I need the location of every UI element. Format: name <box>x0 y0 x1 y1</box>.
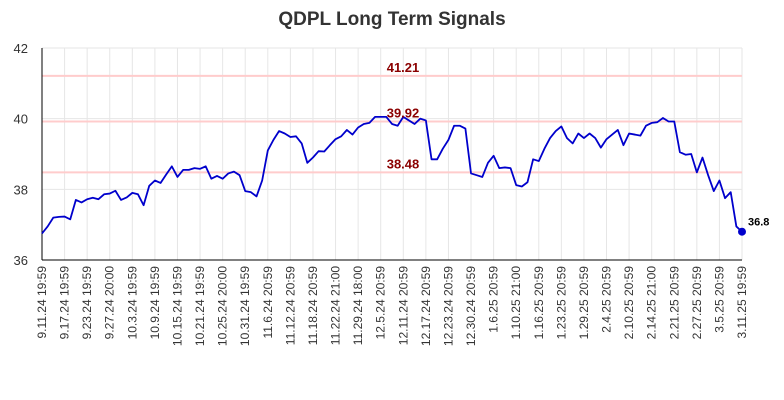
level-lines <box>42 74 742 174</box>
x-tick-label: 2.27.25 20:59 <box>690 266 704 340</box>
x-tick-label: 2.14.25 21:00 <box>645 266 659 340</box>
x-tick-label: 3.5.25 20:59 <box>712 266 726 333</box>
x-tick-label: 11.18.24 20:59 <box>306 266 320 346</box>
y-tick-label: 40 <box>14 112 28 127</box>
x-tick-label: 2.21.25 20:59 <box>667 266 681 340</box>
y-tick-label: 36 <box>14 253 28 268</box>
x-tick-label: 12.23.24 20:59 <box>441 266 455 346</box>
x-tick-label: 9.23.24 19:59 <box>80 266 94 340</box>
x-tick-label: 1.6.25 20:59 <box>487 266 501 333</box>
label-layer: 41.21 39.92 38.48 36.8 <box>387 60 770 229</box>
last-point-marker <box>738 227 746 236</box>
level-label: 39.92 <box>387 105 420 120</box>
x-tick-label: 12.17.24 20:59 <box>419 266 433 346</box>
x-tick-label: 1.29.25 20:59 <box>577 266 591 340</box>
x-tick-label: 9.27.24 20:00 <box>103 266 117 340</box>
y-tick-label: 38 <box>14 182 28 197</box>
x-tick-label: 10.15.24 19:59 <box>170 266 184 346</box>
series-layer <box>41 116 746 236</box>
x-tick-label: 1.16.25 20:59 <box>532 266 546 340</box>
x-tick-label: 3.11.25 19:59 <box>735 266 749 339</box>
x-tick-label: 12.5.24 20:59 <box>374 266 388 340</box>
x-tick-label: 11.22.24 21:00 <box>329 266 343 346</box>
axes: 9.11.24 19:59 9.17.24 19:59 9.23.24 19:59 9… <box>14 41 749 346</box>
x-tick-label: 10.9.24 19:59 <box>148 266 162 340</box>
x-tick-label: 2.10.25 20:59 <box>622 266 636 340</box>
x-tick-label: 10.25.24 20:00 <box>216 266 230 346</box>
y-tick-label: 42 <box>14 41 28 56</box>
x-tick-label: 11.6.24 20:59 <box>261 266 275 339</box>
x-tick-label: 1.23.25 20:59 <box>554 266 568 340</box>
x-tick-label: 10.21.24 19:59 <box>193 266 207 346</box>
level-label: 38.48 <box>387 156 420 171</box>
x-tick-label: 10.3.24 19:59 <box>125 266 139 340</box>
level-label: 41.21 <box>387 60 420 75</box>
x-tick-label: 2.4.25 20:59 <box>600 266 614 333</box>
grid-layer <box>41 47 743 261</box>
x-tick-label: 10.31.24 19:59 <box>238 266 252 346</box>
x-tick-label: 12.11.24 20:59 <box>396 266 410 346</box>
price-line <box>41 116 743 235</box>
x-tick-label: 9.11.24 19:59 <box>35 266 49 339</box>
x-tick-label: 11.12.24 20:59 <box>283 266 297 346</box>
chart-title: QDPL Long Term Signals <box>278 9 505 30</box>
x-tick-label: 1.10.25 21:00 <box>509 266 523 340</box>
last-value-label: 36.8 <box>748 217 769 229</box>
x-tick-label: 9.17.24 19:59 <box>58 266 72 340</box>
x-tick-label: 12.30.24 20:59 <box>464 266 478 346</box>
x-tick-label: 11.29.24 18:00 <box>351 266 365 346</box>
